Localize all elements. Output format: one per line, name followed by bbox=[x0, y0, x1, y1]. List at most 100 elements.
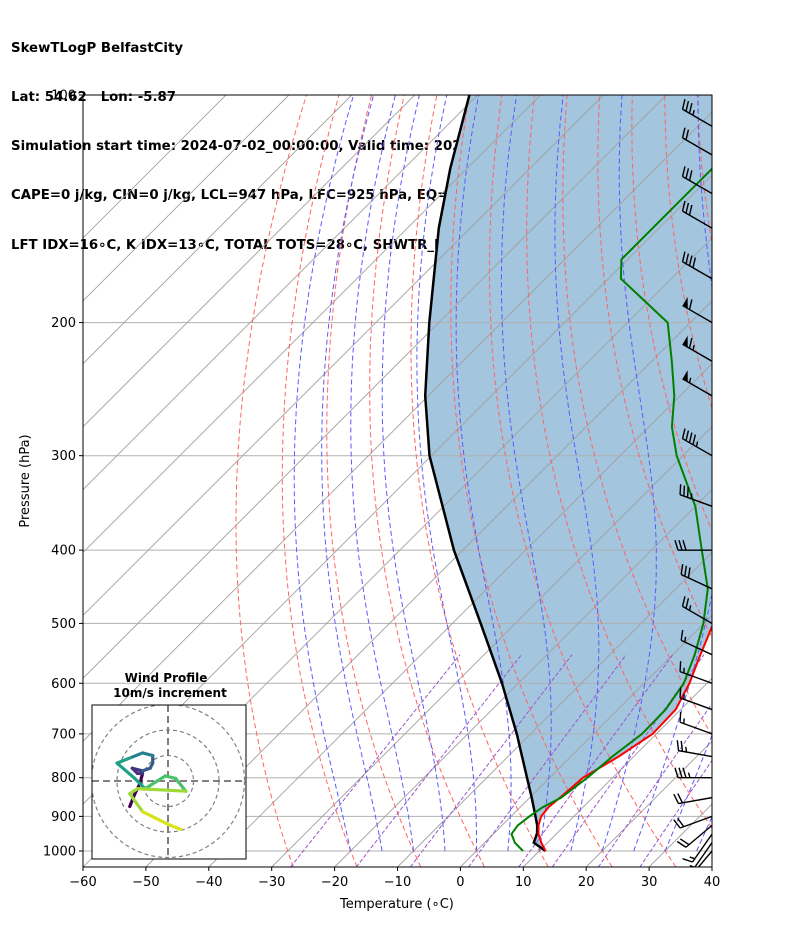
hodograph-segment bbox=[130, 766, 145, 773]
dry-adiabat bbox=[369, 95, 485, 867]
wind-barb bbox=[681, 251, 712, 280]
hodograph-segment bbox=[115, 761, 137, 781]
moist-adiabats bbox=[293, 95, 794, 852]
isotherm bbox=[83, 111, 712, 742]
wind-barb bbox=[679, 687, 712, 711]
x-tick-label: 0 bbox=[456, 875, 464, 890]
isotherm bbox=[271, 426, 712, 867]
y-tick-label: 400 bbox=[51, 544, 76, 559]
moist-adiabat bbox=[728, 95, 794, 851]
moist-adiabat bbox=[321, 95, 383, 852]
dry-adiabat bbox=[664, 95, 712, 410]
wind-barb bbox=[681, 127, 712, 156]
isotherm bbox=[83, 95, 353, 365]
isotherm bbox=[83, 95, 416, 428]
inset-frame bbox=[91, 704, 247, 860]
wind-barb bbox=[682, 833, 712, 863]
hodograph-segment bbox=[133, 776, 147, 791]
x-tick-label: −50 bbox=[132, 875, 159, 890]
wind-barb bbox=[674, 539, 712, 551]
isotherm bbox=[83, 95, 478, 491]
temperature-axis-ticks: −60 −50 −40 −30 −20 −10 0 10 20 30 40 bbox=[69, 867, 720, 890]
dewpoint-line bbox=[510, 167, 712, 852]
pressure-axis-ticks: 1000 900 800 700 600 500 400 300 200 100 bbox=[43, 89, 83, 859]
moist-adiabat bbox=[760, 95, 794, 851]
moist-adiabat bbox=[664, 733, 712, 852]
y-tick-label: 100 bbox=[51, 89, 76, 104]
isotherm bbox=[83, 95, 227, 239]
hodograph-segment bbox=[143, 774, 168, 791]
x-tick-label: −20 bbox=[321, 875, 348, 890]
wind-barb bbox=[680, 629, 712, 656]
x-axis-label: Temperature (∘C) bbox=[339, 897, 454, 912]
mixing-ratio-line bbox=[355, 654, 522, 867]
moist-adiabat bbox=[633, 95, 712, 852]
moist-adiabat bbox=[500, 95, 552, 852]
x-tick-label: −30 bbox=[258, 875, 285, 890]
moist-adiabat bbox=[554, 95, 600, 852]
wind-barb bbox=[673, 815, 712, 829]
hodograph-segment bbox=[174, 776, 188, 793]
dry-adiabat bbox=[410, 95, 549, 867]
x-tick-label: −40 bbox=[195, 875, 222, 890]
hodograph-segment bbox=[135, 787, 188, 793]
dry-adiabat bbox=[696, 95, 712, 246]
x-tick-label: 30 bbox=[641, 875, 658, 890]
mixing-ratio-line bbox=[551, 654, 705, 867]
hodograph-segment bbox=[128, 792, 145, 814]
isotherm bbox=[145, 300, 712, 867]
y-tick-label: 700 bbox=[51, 727, 76, 742]
inset-title: Wind Profile bbox=[125, 671, 208, 685]
dry-adiabat bbox=[235, 95, 307, 867]
dry-adiabat bbox=[488, 95, 677, 867]
moist-adiabat bbox=[293, 95, 355, 852]
wind-barb bbox=[676, 824, 712, 848]
dry-adiabats bbox=[235, 95, 712, 867]
x-tick-label: 40 bbox=[704, 875, 721, 890]
hodograph-segment bbox=[115, 756, 132, 765]
hodograph-segment bbox=[140, 751, 155, 758]
wind-barb bbox=[682, 335, 712, 362]
hodograph-ring bbox=[92, 705, 246, 859]
moist-adiabat bbox=[350, 95, 414, 852]
y-tick-label: 900 bbox=[51, 810, 76, 825]
wind-barb bbox=[679, 484, 712, 507]
isotherm bbox=[83, 95, 604, 617]
y-tick-label: 200 bbox=[51, 316, 76, 331]
isotherm bbox=[460, 614, 712, 867]
plot-area bbox=[83, 95, 794, 867]
isotherm bbox=[397, 551, 712, 867]
isotherm bbox=[522, 677, 712, 867]
isotherm bbox=[83, 95, 541, 554]
mixing-ratio-line bbox=[290, 654, 461, 867]
lat-lon: Lat: 54.62 Lon: -5.87 bbox=[11, 90, 177, 106]
station-title: SkewTLogP BelfastCity bbox=[11, 40, 184, 56]
hodograph-segment bbox=[128, 792, 137, 809]
isotherm bbox=[775, 95, 794, 867]
hodograph-segment bbox=[128, 751, 145, 760]
wind-barb bbox=[681, 98, 712, 127]
dry-adiabat bbox=[450, 95, 613, 867]
wind-barb bbox=[682, 370, 712, 397]
mixing-ratio-line bbox=[639, 759, 712, 867]
dry-adiabat bbox=[631, 95, 712, 532]
wind-barb bbox=[697, 850, 712, 867]
wind-barb bbox=[679, 661, 712, 684]
x-tick-label: 20 bbox=[578, 875, 595, 890]
mixing-ratio-line bbox=[409, 654, 573, 867]
wind-barbs bbox=[673, 98, 712, 867]
wind-barb bbox=[681, 200, 712, 229]
cape-area bbox=[425, 95, 712, 851]
isotherm bbox=[334, 488, 712, 867]
y-axis-label: Pressure (hPa) bbox=[18, 434, 33, 527]
hodograph-segment bbox=[163, 774, 178, 781]
wind-barb bbox=[681, 166, 712, 195]
mixing-ratio-line bbox=[468, 654, 627, 867]
y-tick-label: 600 bbox=[51, 677, 76, 692]
x-tick-label: 10 bbox=[515, 875, 532, 890]
wind-barb bbox=[682, 296, 712, 324]
hodograph-segment bbox=[166, 822, 183, 832]
parcel-path bbox=[423, 95, 547, 853]
y-tick-label: 1000 bbox=[43, 844, 76, 859]
x-tick-label: −60 bbox=[69, 875, 96, 890]
